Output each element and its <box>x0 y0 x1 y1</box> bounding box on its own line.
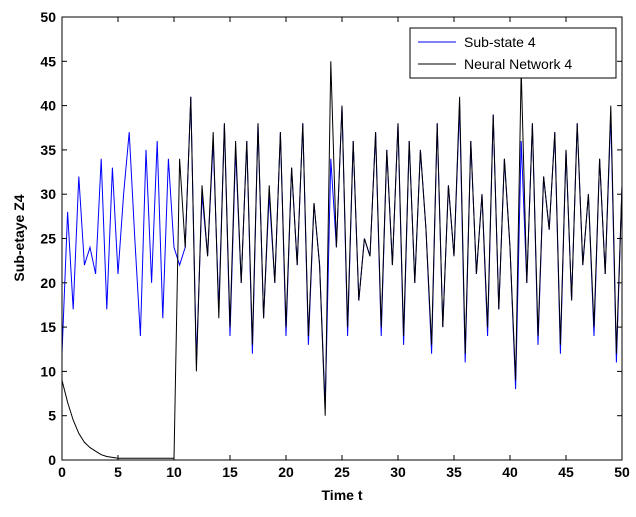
x-tick-label: 45 <box>558 464 574 480</box>
x-tick-label: 30 <box>390 464 406 480</box>
y-tick-label: 30 <box>40 186 56 202</box>
x-tick-label: 5 <box>114 464 122 480</box>
y-tick-label: 10 <box>40 363 56 379</box>
legend-label: Neural Network 4 <box>464 56 572 72</box>
y-axis-label: Sub-etaye Z4 <box>11 194 27 281</box>
x-tick-label: 0 <box>58 464 66 480</box>
series-line <box>61 61 623 459</box>
y-tick-label: 50 <box>40 9 56 25</box>
x-axis-label: Time t <box>322 487 363 503</box>
y-tick-label: 40 <box>40 98 56 114</box>
x-tick-label: 35 <box>446 464 462 480</box>
y-tick-label: 45 <box>40 53 56 69</box>
y-tick-label: 15 <box>40 319 56 335</box>
y-tick-label: 20 <box>40 275 56 291</box>
x-tick-label: 40 <box>502 464 518 480</box>
y-tick-label: 0 <box>48 452 56 468</box>
x-tick-label: 10 <box>166 464 182 480</box>
legend-label: Sub-state 4 <box>464 34 536 50</box>
y-tick-label: 25 <box>40 231 56 247</box>
x-tick-label: 20 <box>278 464 294 480</box>
x-tick-label: 50 <box>614 464 630 480</box>
x-tick-label: 25 <box>334 464 350 480</box>
x-tick-label: 15 <box>222 464 238 480</box>
legend-box <box>409 27 617 79</box>
y-tick-label: 35 <box>40 142 56 158</box>
y-tick-label: 5 <box>48 408 56 424</box>
